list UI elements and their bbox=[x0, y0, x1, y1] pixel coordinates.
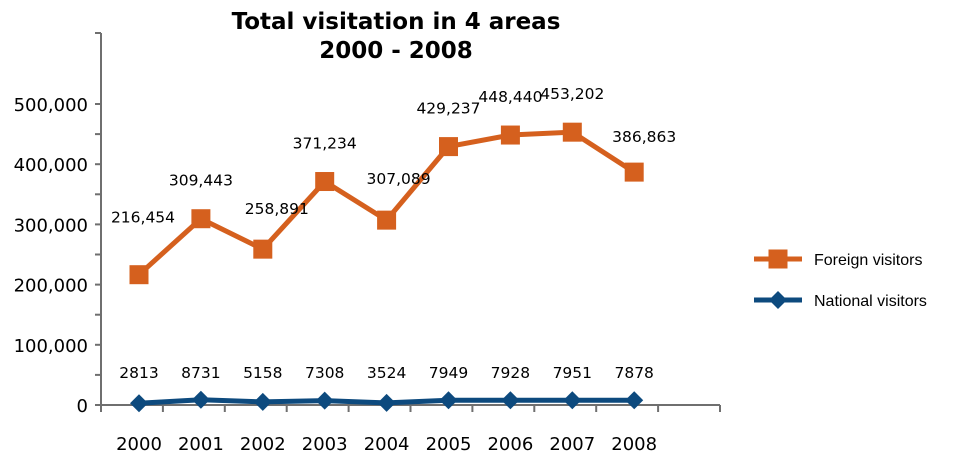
data-point-foreign-visitors bbox=[315, 172, 335, 192]
chart-title-line-1: Total visitation in 4 areas bbox=[232, 9, 561, 35]
series-national-visitors: 2813 8731 5158 7308 3524 7949 7928 7951 7878 bbox=[119, 364, 654, 413]
data-point-national-visitors bbox=[191, 390, 210, 409]
x-tick-label: 2007 bbox=[549, 434, 595, 455]
data-point-foreign-visitors bbox=[191, 209, 211, 229]
data-label-national-visitors: 7951 bbox=[553, 364, 592, 382]
data-point-national-visitors bbox=[315, 391, 334, 410]
x-tick-label: 2001 bbox=[178, 434, 224, 455]
data-label-national-visitors: 8731 bbox=[181, 364, 220, 382]
x-tick-label: 2003 bbox=[302, 434, 348, 455]
data-label-national-visitors: 5158 bbox=[243, 364, 282, 382]
x-tick-label: 2000 bbox=[116, 434, 162, 455]
y-tick-label: 100,000 bbox=[14, 336, 88, 357]
data-point-foreign-visitors bbox=[377, 210, 397, 230]
legend-label: Foreign visitors bbox=[814, 252, 922, 269]
data-label-foreign-visitors: 309,443 bbox=[169, 172, 233, 190]
y-tick-label: 0 bbox=[77, 396, 88, 417]
data-point-national-visitors bbox=[439, 391, 458, 410]
data-label-foreign-visitors: 453,202 bbox=[540, 85, 604, 103]
data-label-national-visitors: 3524 bbox=[367, 364, 406, 382]
data-label-foreign-visitors: 258,891 bbox=[245, 200, 309, 218]
legend-item-national-visitors: National visitors bbox=[754, 291, 927, 310]
data-label-national-visitors: 2813 bbox=[119, 364, 158, 382]
data-point-foreign-visitors bbox=[562, 122, 582, 142]
y-tick-labels: 0 100,000 200,000 300,000 400,000 500,000 bbox=[14, 95, 88, 417]
x-tick-label: 2002 bbox=[240, 434, 286, 455]
series-group: 216,454 309,443 258,891 371,234 307,089 429,2… bbox=[111, 85, 676, 413]
data-point-national-visitors bbox=[130, 394, 148, 413]
data-label-national-visitors: 7949 bbox=[429, 364, 468, 382]
data-point-national-visitors bbox=[501, 391, 520, 410]
legend-marker-foreign-visitors bbox=[768, 249, 788, 269]
x-tick-label: 2008 bbox=[611, 434, 657, 455]
x-tick-labels: 2000 2001 2002 2003 2004 2005 2006 2007 2008 bbox=[116, 434, 657, 455]
legend-item-foreign-visitors: Foreign visitors bbox=[754, 249, 922, 269]
x-tick-label: 2006 bbox=[487, 434, 533, 455]
data-label-foreign-visitors: 307,089 bbox=[367, 170, 431, 188]
data-point-foreign-visitors bbox=[439, 137, 458, 157]
data-point-national-visitors bbox=[563, 391, 582, 410]
series-foreign-visitors: 216,454 309,443 258,891 371,234 307,089 429,2… bbox=[111, 85, 676, 285]
data-label-national-visitors: 7878 bbox=[614, 364, 653, 382]
legend: Foreign visitors National visitors bbox=[754, 249, 927, 310]
data-label-foreign-visitors: 216,454 bbox=[111, 209, 175, 227]
data-point-national-visitors bbox=[377, 393, 396, 412]
data-point-national-visitors bbox=[253, 392, 272, 411]
x-tick-label: 2005 bbox=[426, 434, 472, 455]
legend-label: National visitors bbox=[814, 293, 927, 310]
legend-marker-national-visitors bbox=[769, 291, 787, 309]
data-point-foreign-visitors bbox=[253, 239, 273, 259]
data-label-national-visitors: 7308 bbox=[305, 364, 344, 382]
data-label-foreign-visitors: 386,863 bbox=[612, 128, 676, 146]
axes bbox=[95, 32, 721, 412]
data-point-national-visitors bbox=[625, 391, 644, 410]
data-label-foreign-visitors: 429,237 bbox=[416, 100, 480, 118]
y-tick-label: 200,000 bbox=[14, 276, 88, 297]
x-tick-label: 2004 bbox=[364, 434, 410, 455]
y-tick-label: 500,000 bbox=[14, 95, 88, 116]
data-label-national-visitors: 7928 bbox=[491, 364, 530, 382]
data-label-foreign-visitors: 448,440 bbox=[478, 88, 542, 106]
series-line-foreign-visitors bbox=[137, 129, 636, 277]
data-point-foreign-visitors bbox=[500, 125, 520, 145]
data-point-foreign-visitors bbox=[624, 162, 644, 182]
y-tick-label: 400,000 bbox=[14, 155, 88, 176]
y-tick-label: 300,000 bbox=[14, 215, 88, 236]
data-label-foreign-visitors: 371,234 bbox=[293, 135, 357, 153]
data-point-foreign-visitors bbox=[129, 265, 149, 285]
chart-title-line-2: 2000 - 2008 bbox=[319, 38, 473, 64]
